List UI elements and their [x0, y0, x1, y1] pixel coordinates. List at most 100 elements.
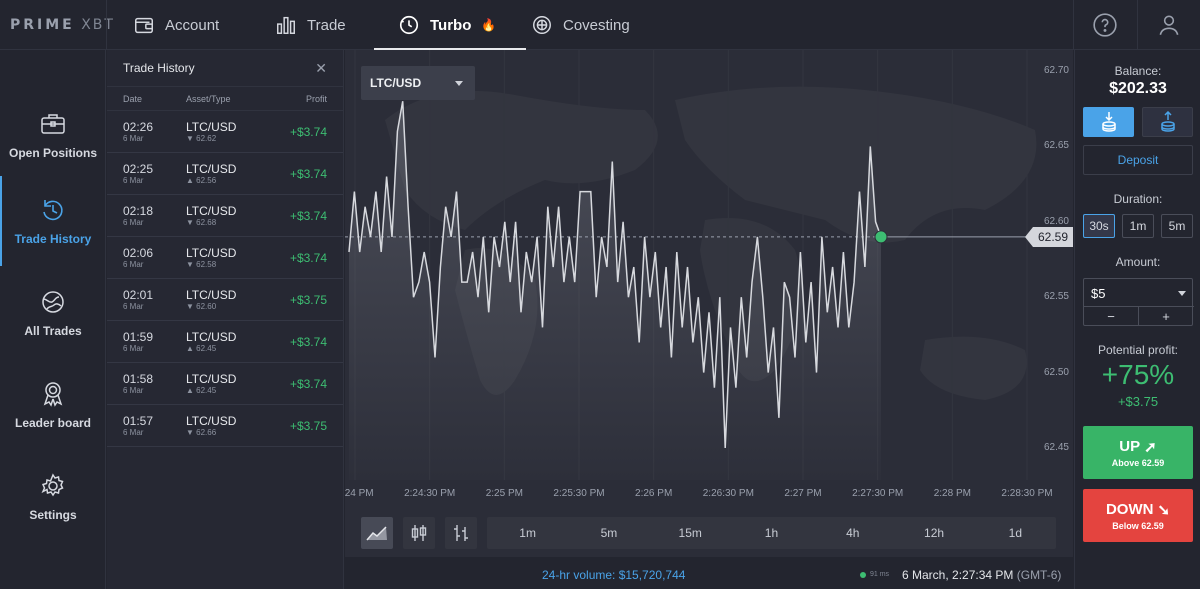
potential-profit-label: Potential profit: — [1097, 343, 1179, 357]
amount-label: Amount: — [1115, 255, 1161, 269]
row-profit: +$3.74 — [289, 166, 327, 181]
row-asset-cell: LTC/USD ▼ 62.68 — [186, 203, 290, 227]
chevron-down-icon[interactable] — [1178, 291, 1186, 296]
x-tick-label: 2:25 PM — [485, 488, 523, 499]
ping-text: 91 ms — [870, 571, 890, 578]
direction-icon: ▼ — [186, 217, 194, 227]
row-date-cell: 02:25 6 Mar — [123, 162, 186, 185]
x-tick-label: 2:28:30 PM — [1001, 488, 1053, 499]
ohlc-bars-button[interactable] — [445, 517, 477, 549]
direction-icon: ▼ — [186, 133, 194, 143]
help-icon[interactable] — [1092, 12, 1118, 38]
x-tick-label: 2:27 PM — [784, 488, 822, 499]
table-row[interactable]: 02:25 6 Mar LTC/USD ▲ 62.56 +$3.74 — [107, 153, 343, 195]
row-asset: LTC/USD — [186, 329, 237, 344]
sidebar-item-leader-board[interactable]: Leader board — [0, 360, 106, 450]
divider — [1138, 306, 1139, 326]
trade-panel: Balance: $202.33 Deposit Duration: 30s 1… — [1074, 50, 1200, 589]
table-row[interactable]: 01:58 6 Mar LTC/USD ▲ 62.45 +$3.74 — [107, 363, 343, 405]
timeframe-12h[interactable]: 12h — [924, 526, 945, 540]
tab-trade-label: Trade — [307, 16, 346, 34]
row-price-value: 62.56 — [196, 175, 217, 185]
timeframe-15m[interactable]: 15m — [678, 526, 702, 540]
ohlc-bars-icon — [454, 525, 468, 541]
deposit-button[interactable]: Deposit — [1083, 145, 1193, 175]
x-tick-label: 2:26 PM — [635, 488, 673, 499]
y-tick-label: 62.50 — [1043, 366, 1069, 378]
history-icon — [43, 200, 63, 221]
row-time: 02:18 — [123, 203, 154, 218]
sidebar-item-label: Open Positions — [8, 146, 97, 160]
deposit-coins-button[interactable] — [1083, 107, 1134, 137]
timeframe-1h[interactable]: 1h — [764, 526, 779, 540]
row-profit: +$3.74 — [289, 376, 327, 391]
direction-icon: ▼ — [186, 259, 194, 269]
tab-covesting[interactable]: Covesting — [531, 0, 630, 50]
timeframe-1d[interactable]: 1d — [1008, 526, 1022, 540]
user-icon[interactable] — [1156, 12, 1182, 38]
amount-value: $5 — [1091, 286, 1106, 301]
table-row[interactable]: 01:57 6 Mar LTC/USD ▼ 62.66 +$3.75 — [107, 405, 343, 447]
row-asset: LTC/USD — [186, 119, 237, 134]
sidebar-item-trade-history[interactable]: Trade History — [0, 176, 106, 266]
brand-logo[interactable]: PRIME XBT — [10, 17, 115, 33]
row-time: 01:59 — [123, 329, 154, 344]
amount-increase-button[interactable]: + — [1162, 309, 1170, 324]
timeframe-4h[interactable]: 4h — [846, 526, 860, 540]
y-tick-label: 62.55 — [1043, 291, 1069, 303]
connection-status: 91 ms — [860, 571, 889, 578]
fire-icon: 🔥 — [481, 18, 497, 32]
table-row[interactable]: 02:01 6 Mar LTC/USD ▼ 62.60 +$3.75 — [107, 279, 343, 321]
price-chart[interactable] — [345, 50, 1073, 557]
timezone-text: (GMT-6) — [1016, 568, 1062, 582]
divider — [106, 0, 107, 50]
candlestick-icon — [411, 525, 427, 541]
chart-area[interactable]: 62.70 62.65 62.60 62.55 62.50 62.45 2:24 PM 2:… — [345, 50, 1073, 557]
tab-account[interactable]: Account — [133, 0, 219, 50]
close-icon[interactable]: ✕ — [315, 59, 327, 76]
line-chart-button[interactable] — [361, 517, 393, 549]
timeframe-selector: 1m 5m 15m 1h 4h 12h 1d — [487, 517, 1056, 549]
row-asset: LTC/USD — [186, 203, 237, 218]
amount-field[interactable]: $5 − + — [1083, 278, 1194, 326]
row-time: 02:01 — [123, 287, 154, 302]
row-time: 02:26 — [123, 119, 154, 134]
timeframe-1m[interactable]: 1m — [519, 526, 536, 540]
table-row[interactable]: 02:18 6 Mar LTC/USD ▼ 62.68 +$3.74 — [107, 195, 343, 237]
price-line — [348, 101, 882, 449]
row-asset: LTC/USD — [186, 245, 237, 260]
sidebar-item-open-positions[interactable]: Open Positions — [0, 90, 106, 180]
sidebar: Open Positions Trade History All Trades … — [0, 50, 106, 589]
up-button[interactable]: UP ➚ Above 62.59 — [1083, 426, 1193, 479]
tab-trade[interactable]: Trade — [275, 0, 346, 50]
divider — [1084, 306, 1194, 307]
row-time: 01:57 — [123, 413, 154, 428]
down-button[interactable]: DOWN ➘ Below 62.59 — [1083, 489, 1193, 542]
sidebar-item-label: Settings — [29, 508, 77, 522]
pair-dropdown[interactable]: LTC/USD — [361, 66, 475, 100]
row-date-cell: 01:57 6 Mar — [123, 413, 186, 437]
row-asset: LTC/USD — [186, 371, 237, 386]
duration-30s[interactable]: 30s — [1083, 214, 1115, 238]
timeframe-5m[interactable]: 5m — [600, 526, 618, 540]
duration-1m[interactable]: 1m — [1122, 214, 1154, 238]
candlestick-button[interactable] — [403, 517, 435, 549]
sidebar-item-settings[interactable]: Settings — [0, 452, 106, 542]
table-row[interactable]: 02:26 6 Mar LTC/USD ▼ 62.62 +$3.74 — [107, 111, 343, 153]
balance-value: $202.33 — [1109, 80, 1167, 97]
table-header: Date Asset/Type Profit — [107, 87, 343, 111]
row-price-value: 62.60 — [196, 301, 217, 311]
table-row[interactable]: 02:06 6 Mar LTC/USD ▼ 62.58 +$3.74 — [107, 237, 343, 279]
row-date-cell: 02:18 6 Mar — [123, 203, 186, 227]
row-asset-cell: LTC/USD ▼ 62.66 — [186, 414, 290, 437]
table-row[interactable]: 01:59 6 Mar LTC/USD ▲ 62.45 +$3.74 — [107, 321, 343, 363]
amount-decrease-button[interactable]: − — [1107, 309, 1115, 324]
tab-turbo[interactable]: Turbo 🔥 — [373, 0, 527, 50]
withdraw-coins-button[interactable] — [1142, 107, 1193, 137]
top-navigation-bar: PRIME XBT Account Trade Turbo 🔥 Covesting — [0, 0, 1200, 50]
row-profit: +$3.74 — [289, 208, 327, 223]
direction-icon: ▼ — [186, 301, 194, 311]
duration-5m[interactable]: 5m — [1161, 214, 1193, 238]
sidebar-item-all-trades[interactable]: All Trades — [0, 268, 106, 358]
row-price: ▲ 62.45 — [186, 386, 290, 395]
